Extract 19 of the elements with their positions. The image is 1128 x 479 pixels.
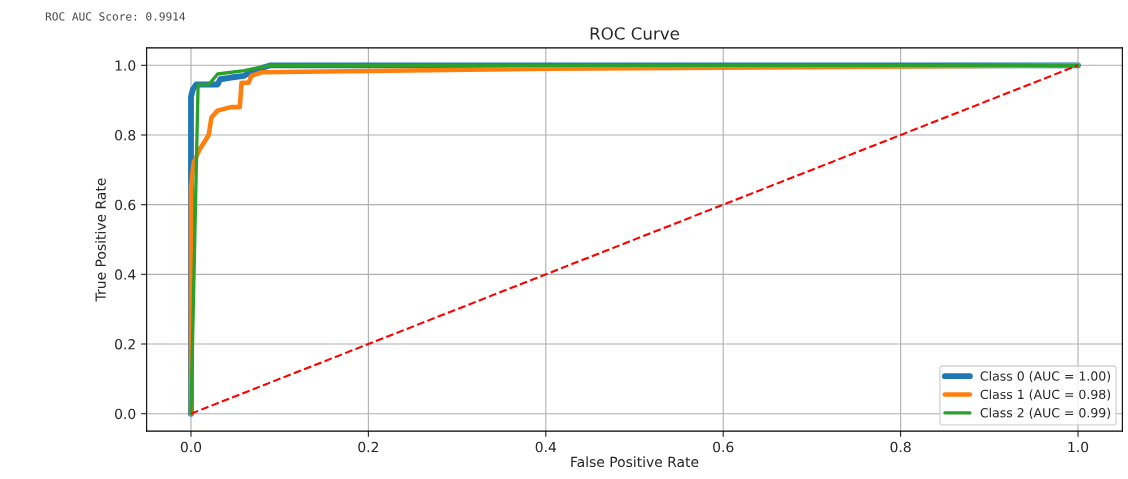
y-tick-label: 0.4 bbox=[115, 269, 136, 280]
x-tick-label: 0.8 bbox=[890, 441, 911, 453]
y-tick-label: 0.6 bbox=[115, 199, 136, 211]
x-tick-label: 0.2 bbox=[358, 441, 379, 453]
text: ROC AUC Score: 0.9914 bbox=[45, 12, 186, 21]
chart-title: ROC Curve bbox=[590, 27, 680, 40]
y-tick-label: 0.8 bbox=[115, 129, 136, 141]
legend-label: Class 0 (AUC = 1.00) bbox=[980, 371, 1111, 383]
y-tick-label: 0.2 bbox=[115, 338, 135, 350]
y-tick-label: 1.0 bbox=[115, 60, 136, 71]
x-tick-label: 0.6 bbox=[713, 441, 734, 453]
legend-label: Class 1 (AUC = 0.98) bbox=[980, 389, 1111, 401]
x-tick-label: 0.0 bbox=[180, 441, 202, 453]
x-axis-title: False Positive Rate bbox=[571, 456, 699, 468]
legend-label: Class 2 (AUC = 0.99) bbox=[980, 407, 1111, 419]
y-axis-title: True Positive Rate bbox=[95, 178, 106, 302]
x-tick-label: 0.4 bbox=[535, 441, 557, 453]
y-tick-label: 0.0 bbox=[115, 408, 136, 420]
x-tick-label: 1.0 bbox=[1068, 441, 1089, 453]
